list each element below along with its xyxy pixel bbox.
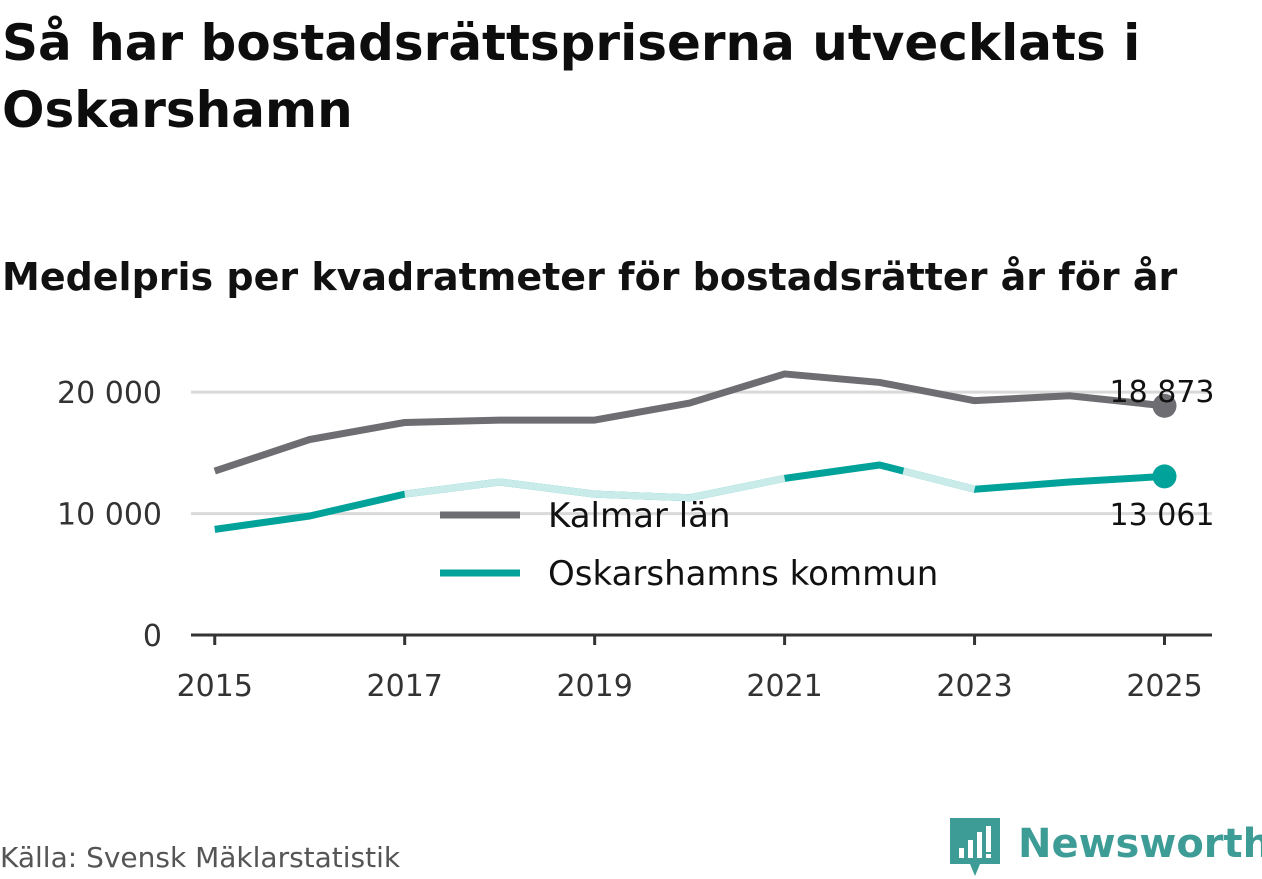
- series-end-point: [1152, 393, 1177, 418]
- newsworthy-bars-logo-icon: [950, 818, 1000, 876]
- x-tick-label: 2023: [936, 669, 1012, 704]
- end-label-oskarshamn: 13 061: [1110, 498, 1215, 533]
- y-tick-label: 10 000: [57, 498, 162, 533]
- y-tick-label: 20 000: [57, 376, 162, 411]
- y-tick-label: 0: [143, 619, 162, 654]
- source-note: Källa: Svensk Mäklarstatistik: [0, 841, 401, 874]
- x-tick-label: 2021: [746, 669, 822, 704]
- brand-name: Newsworthy: [1018, 821, 1262, 867]
- x-tick-label: 2015: [177, 669, 253, 704]
- legend-oskarshamns-kommun-label: Oskarshamns kommun: [548, 554, 938, 594]
- x-tick-label: 2019: [556, 669, 632, 704]
- x-tick-label: 2025: [1126, 669, 1202, 704]
- series-line-oskarshamns-faded: [404, 474, 786, 502]
- series-line-oskarshamns-faded: [902, 467, 976, 493]
- chart-title: Så har bostadsrättspriserna utvecklats i…: [2, 14, 1141, 139]
- legend-kalmar-lan-label: Kalmar län: [548, 496, 731, 536]
- chart-subtitle: Medelpris per kvadratmeter för bostadsrä…: [2, 255, 1178, 299]
- brand: Newsworthy: [950, 818, 1262, 878]
- end-label-kalmar: 18 873: [1110, 375, 1215, 410]
- series-line-kalmar-lan: [213, 370, 1165, 475]
- series-end-point: [1152, 464, 1177, 489]
- x-tick-label: 2017: [367, 669, 443, 704]
